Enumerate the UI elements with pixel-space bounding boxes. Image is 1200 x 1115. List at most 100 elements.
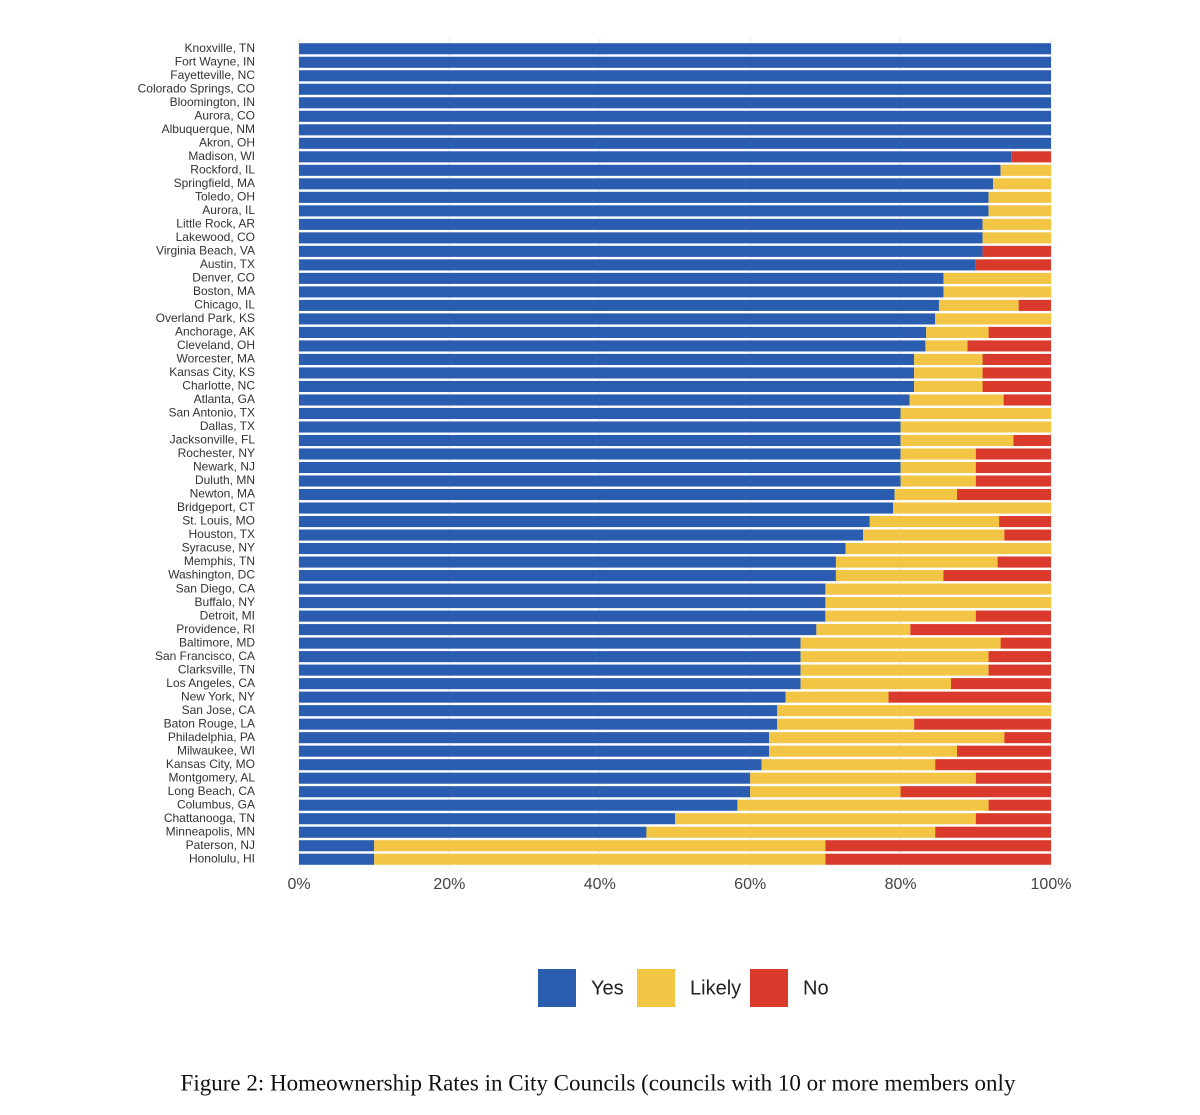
bar-segment xyxy=(825,597,1051,609)
x-tick-label: 60% xyxy=(734,876,766,893)
y-tick-label: Honolulu, HI xyxy=(189,851,255,865)
bar-segment xyxy=(975,448,1051,460)
bar-segment xyxy=(299,786,751,798)
bar-segment xyxy=(845,543,1051,555)
bar-segment xyxy=(299,583,826,595)
bar-segment xyxy=(975,610,1051,622)
y-tick-label: Newton, MA xyxy=(190,487,255,501)
bar-segment xyxy=(299,651,801,663)
bar-segment xyxy=(299,205,989,217)
y-tick-label: Albuquerque, NM xyxy=(162,122,255,136)
legend-swatch xyxy=(750,969,788,1007)
y-tick-label: Kansas City, MO xyxy=(166,757,255,771)
bar-segment xyxy=(988,651,1051,663)
bar-segment xyxy=(888,691,1051,703)
y-tick-label: Providence, RI xyxy=(176,622,255,636)
bar-segment xyxy=(675,813,976,825)
bar-segment xyxy=(299,151,1012,163)
bar-segment xyxy=(993,178,1051,190)
bar-segment xyxy=(299,380,915,392)
bar-segment xyxy=(299,691,786,703)
caption: Figure 2: Homeownership Rates in City Co… xyxy=(181,1070,1016,1095)
x-tick-label: 0% xyxy=(287,876,310,893)
y-tick-label: Syracuse, NY xyxy=(182,541,255,555)
bar-segment xyxy=(299,272,944,284)
bar-segment xyxy=(761,759,936,771)
bar-segment xyxy=(935,826,1051,838)
bar-segment xyxy=(299,705,778,717)
bar-segment xyxy=(299,610,826,622)
y-tick-label: Austin, TX xyxy=(200,257,255,271)
y-tick-label: Anchorage, AK xyxy=(175,325,255,339)
y-tick-label: Colorado Springs, CO xyxy=(138,81,255,95)
y-tick-label: Montgomery, AL xyxy=(169,770,256,784)
bar-segment xyxy=(900,448,976,460)
y-tick-label: Dallas, TX xyxy=(200,419,255,433)
bar-segment xyxy=(299,543,846,555)
bar-segment xyxy=(299,502,894,514)
bar-segment xyxy=(869,516,1000,528)
bar-segment xyxy=(777,705,1051,717)
bar-segment xyxy=(299,488,895,501)
y-tick-label: Cleveland, OH xyxy=(177,338,255,352)
bar-segment xyxy=(863,529,1005,541)
y-tick-label: Madison, WI xyxy=(188,149,255,163)
x-tick-label: 80% xyxy=(885,876,917,893)
bar-segment xyxy=(299,745,769,757)
bar-segment xyxy=(982,232,1051,244)
bar-segment xyxy=(800,678,951,690)
bar-segment xyxy=(900,461,976,474)
bar-segment xyxy=(914,353,983,365)
bar-segment xyxy=(988,326,1051,338)
y-tick-label: Houston, TX xyxy=(189,527,255,541)
bar-segment xyxy=(299,124,1051,136)
bar-segment xyxy=(299,732,769,744)
y-tick-label: Springfield, MA xyxy=(174,176,255,190)
bar-segment xyxy=(299,556,836,568)
bar-segment xyxy=(909,394,1004,406)
x-tick-label: 100% xyxy=(1031,876,1072,893)
bar-segment xyxy=(299,813,675,825)
bar-segment xyxy=(299,664,801,676)
y-tick-label: Long Beach, CA xyxy=(168,784,255,798)
bar-segment xyxy=(299,529,863,541)
bar-segment xyxy=(374,853,826,865)
bar-segment xyxy=(943,272,1051,284)
bar-segment xyxy=(299,799,738,811)
y-tick-label: Atlanta, GA xyxy=(194,392,255,406)
bar-segment xyxy=(299,718,778,730)
bar-segment xyxy=(299,624,817,636)
y-tick-label: Knoxville, TN xyxy=(185,41,255,55)
bar-segment xyxy=(374,840,826,852)
y-tick-label: New York, NY xyxy=(181,689,255,703)
bar-segment xyxy=(750,772,976,784)
bar-segment xyxy=(750,786,901,798)
y-tick-label: Bridgeport, CT xyxy=(177,500,256,514)
bar-segment xyxy=(825,853,1051,865)
bar-segment xyxy=(299,421,901,433)
bar-segment xyxy=(299,56,1051,68)
y-tick-label: Bloomington, IN xyxy=(170,95,255,109)
bar-segment xyxy=(926,326,989,338)
bar-segment xyxy=(299,43,1051,55)
bar-segment xyxy=(299,367,915,379)
y-tick-label: Jacksonville, FL xyxy=(170,433,256,447)
bar-segment xyxy=(299,448,901,460)
bar-segment xyxy=(967,340,1051,352)
bar-segment xyxy=(299,826,647,838)
bar-segment xyxy=(299,516,870,528)
bar-segment xyxy=(299,299,939,311)
y-tick-label: San Diego, CA xyxy=(176,581,255,595)
legend-label: No xyxy=(803,977,829,999)
bar-segment xyxy=(646,826,936,838)
bar-segment xyxy=(299,772,751,784)
bar-segment xyxy=(299,394,910,406)
bar-segment xyxy=(997,556,1051,568)
legend-label: Yes xyxy=(591,977,624,999)
bar-segment xyxy=(914,367,983,379)
bar-segment xyxy=(1004,732,1051,744)
x-tick-label: 40% xyxy=(584,876,616,893)
bar-segment xyxy=(1018,299,1051,311)
y-tick-label: San Jose, CA xyxy=(182,703,255,717)
